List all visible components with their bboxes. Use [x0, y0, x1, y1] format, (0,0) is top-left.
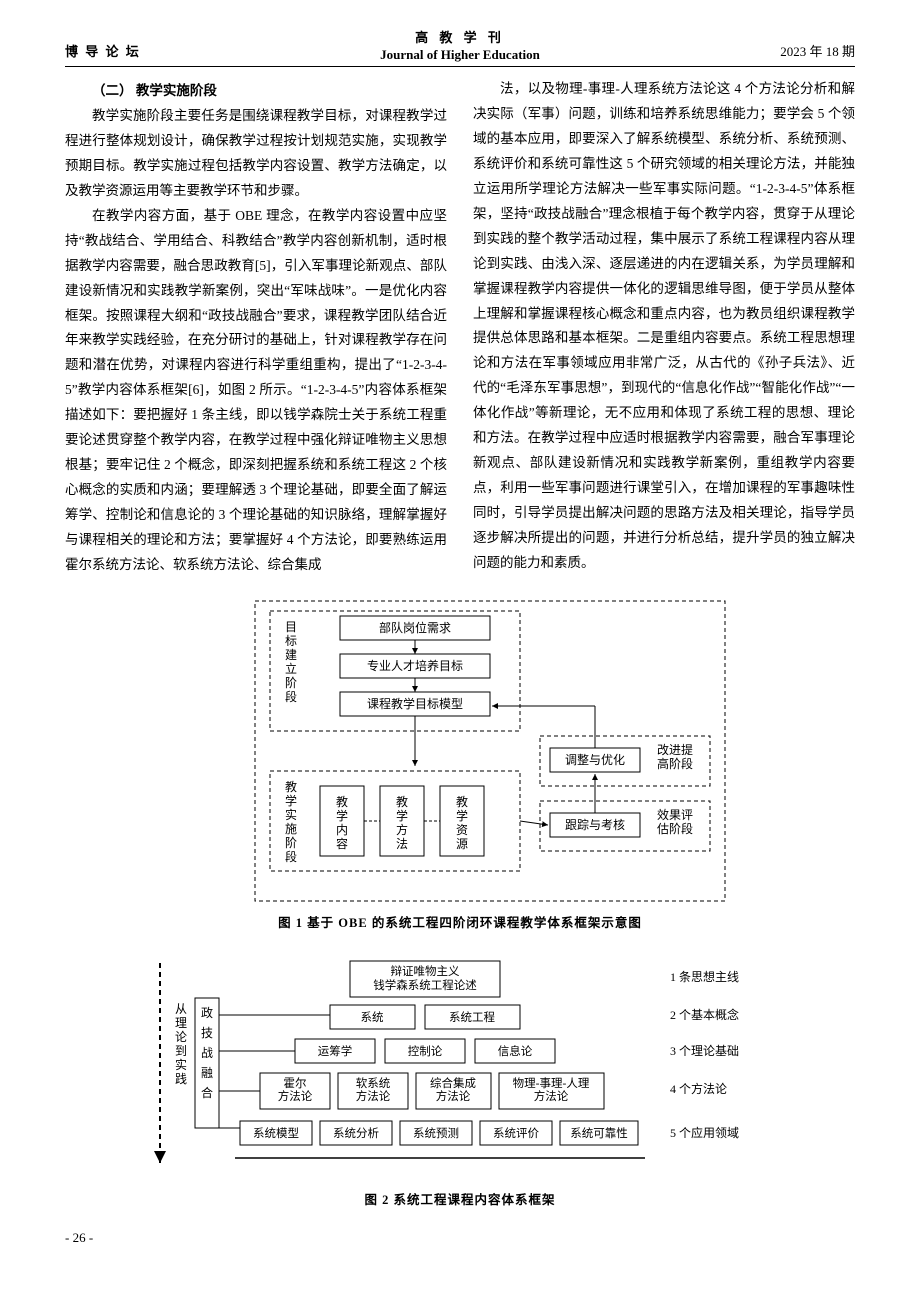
journal-en: Journal of Higher Education [185, 47, 735, 64]
fig1-top-1: 专业人才培养目标 [367, 658, 463, 673]
fig2-lab-3: 4 个方法论 [670, 1081, 727, 1096]
svg-text:信息论: 信息论 [498, 1044, 533, 1058]
body-columns: （二） 教学实施阶段 教学实施阶段主要任务是围绕课程教学目标，对课程教学过程进行… [65, 77, 855, 578]
fig1-right-0: 调整与优化 [565, 752, 625, 767]
svg-text:软系统方法论: 软系统方法论 [356, 1076, 391, 1103]
header-right: 2023 年 18 期 [735, 40, 855, 64]
figure-1: 目标建立阶段 部队岗位需求 专业人才培养目标 课程教学目标模型 教学实施阶段 教… [65, 596, 855, 935]
fig1-caption: 图 1 基于 OBE 的系统工程四阶闭环课程教学体系框架示意图 [65, 912, 855, 935]
figure-2: 从理论到实践 政技战融合 辩证唯物主义钱学森系统工程论述 系统 系统工程 运筹学… [65, 953, 855, 1212]
fig1-stage1-label: 目标建立阶段 [285, 620, 297, 704]
svg-text:综合集成方法论: 综合集成方法论 [430, 1076, 476, 1103]
svg-text:系统可靠性: 系统可靠性 [570, 1126, 628, 1140]
fig1-right-1: 跟踪与考核 [565, 818, 625, 832]
fig2-lab-1: 2 个基本概念 [670, 1007, 739, 1022]
para-l-1: 在教学内容方面，基于 OBE 理念，在教学内容设置中应坚持“教战结合、学用结合、… [65, 204, 447, 579]
svg-text:系统分析: 系统分析 [333, 1126, 379, 1140]
para-r-0: 法，以及物理-事理-人理系统方法论这 4 个方法论分析和解决实际（军事）问题，训… [473, 77, 855, 576]
fig1-stage3t: 改进提高阶段 [657, 742, 693, 771]
fig2-svg: 从理论到实践 政技战融合 辩证唯物主义钱学森系统工程论述 系统 系统工程 运筹学… [140, 953, 780, 1183]
svg-text:系统评价: 系统评价 [493, 1127, 539, 1140]
svg-text:系统预测: 系统预测 [413, 1127, 459, 1140]
fig1-stage2-label: 教学实施阶段 [285, 779, 297, 864]
svg-text:教学资源: 教学资源 [456, 794, 468, 851]
page-header: 博 导 论 坛 高 教 学 刊 Journal of Higher Educat… [65, 30, 855, 67]
fig1-top-2: 课程教学目标模型 [367, 696, 463, 711]
page-number: - 26 - [65, 1226, 855, 1250]
svg-text:控制论: 控制论 [408, 1044, 443, 1058]
fig2-lab-4: 5 个应用领域 [670, 1125, 739, 1140]
svg-text:系统: 系统 [361, 1011, 384, 1024]
svg-text:系统工程: 系统工程 [449, 1011, 495, 1024]
fig2-left-label: 从理论到实践 [175, 1002, 187, 1086]
fig1-top-0: 部队岗位需求 [379, 620, 451, 635]
fig2-caption: 图 2 系统工程课程内容体系框架 [65, 1189, 855, 1212]
para-l-0: 教学实施阶段主要任务是围绕课程教学目标，对课程教学过程进行整体规划设计，确保教学… [65, 104, 447, 204]
fig2-lab-0: 1 条思想主线 [670, 969, 739, 984]
svg-text:教学方法: 教学方法 [396, 794, 408, 851]
svg-text:运筹学: 运筹学 [318, 1044, 353, 1058]
svg-text:教学内容: 教学内容 [336, 794, 348, 851]
svg-text:系统模型: 系统模型 [253, 1126, 299, 1140]
fig1-stage3b: 效果评估阶段 [657, 807, 693, 836]
header-center: 高 教 学 刊 Journal of Higher Education [185, 30, 735, 64]
header-left: 博 导 论 坛 [65, 40, 185, 64]
section-title: （二） 教学实施阶段 [65, 79, 447, 104]
fig1-svg: 目标建立阶段 部队岗位需求 专业人才培养目标 课程教学目标模型 教学实施阶段 教… [160, 596, 760, 906]
fig2-lab-2: 3 个理论基础 [670, 1044, 739, 1058]
journal-cn: 高 教 学 刊 [185, 30, 735, 47]
